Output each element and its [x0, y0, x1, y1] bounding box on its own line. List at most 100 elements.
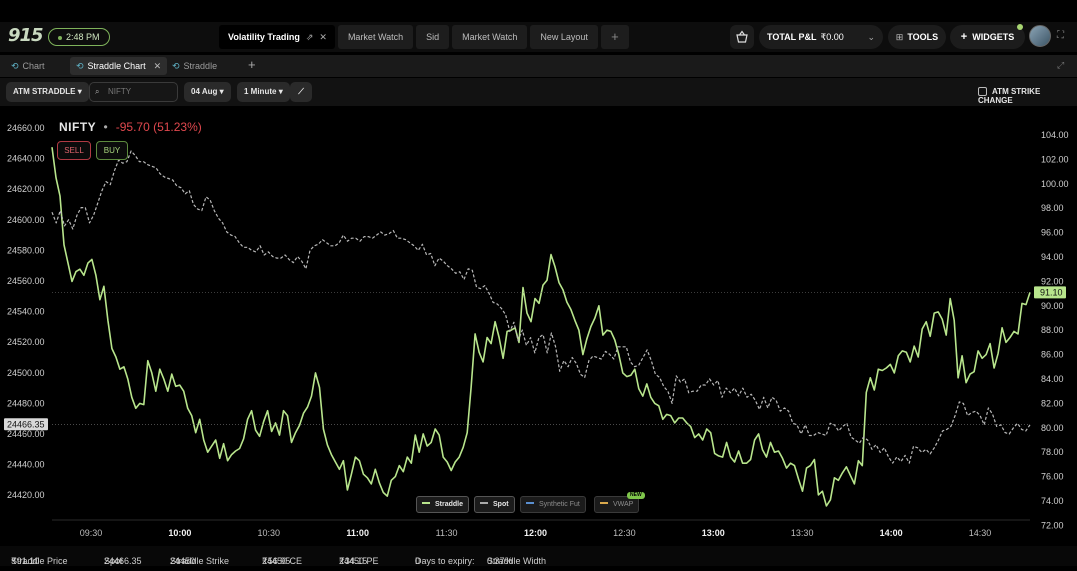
- stat-label: Straddle Price: [11, 556, 68, 566]
- tools-label: TOOLS: [907, 32, 939, 42]
- chart-canvas[interactable]: 24660.00 24640.00 24620.00 24600.00 24580.00…: [0, 106, 1077, 546]
- subtab-straddle-chart[interactable]: ⟲ Straddle Chart ✕: [70, 57, 168, 75]
- interval-label: 1 Minute: [244, 87, 277, 96]
- stat-label: 24450 CE: [262, 556, 303, 566]
- widgets-label: WIDGETS: [972, 32, 1015, 42]
- interval-dropdown[interactable]: 1 Minute ▾: [237, 82, 290, 102]
- tab-label: Volatility Trading: [228, 32, 300, 42]
- atm-label: ATM STRIKE CHANGE: [978, 87, 1041, 105]
- add-tab-button[interactable]: +: [600, 25, 629, 49]
- chart-change: -95.70 (51.23%): [115, 120, 202, 134]
- left-axis-tick-label: 24460.00: [7, 429, 45, 439]
- stat-label: Days to expiry:: [415, 556, 475, 566]
- right-axis-tick-label: 72.00: [1041, 520, 1064, 530]
- pnl-value: ₹0.00: [820, 32, 844, 42]
- vwap-swatch: [600, 502, 608, 504]
- basket-button[interactable]: [730, 25, 754, 49]
- stat-label: Spot: [104, 556, 123, 566]
- subtab-straddle[interactable]: ⟲ Straddle: [166, 57, 223, 75]
- subtab-label: Straddle: [183, 61, 218, 71]
- indicator-button[interactable]: ⟋: [290, 82, 312, 102]
- x-axis-tick-label: 12:00: [524, 528, 547, 538]
- grid-icon: ⊞: [895, 32, 904, 42]
- x-axis-tick-label: 09:30: [80, 528, 103, 538]
- right-axis-tick-label: 80.00: [1041, 423, 1064, 433]
- legend-spot[interactable]: Spot: [474, 496, 515, 513]
- checkbox[interactable]: [978, 87, 987, 96]
- ce-value: ₹56.95: [262, 556, 291, 566]
- add-subtab-button[interactable]: +: [248, 57, 256, 72]
- legend-straddle[interactable]: Straddle: [416, 496, 470, 513]
- left-axis-tick-label: 24420.00: [7, 490, 45, 500]
- close-icon[interactable]: ✕: [153, 61, 162, 71]
- chart-link-icon: ⟲: [11, 61, 19, 71]
- straddle-chart[interactable]: 24660.00 24640.00 24620.00 24600.00 24580.00…: [0, 106, 1077, 546]
- tab-sid[interactable]: Sid: [416, 25, 450, 49]
- right-axis-tick-label: 102.00: [1041, 154, 1069, 164]
- left-axis-tick-label: 24640.00: [7, 154, 45, 164]
- caret-down-icon: ▾: [77, 87, 82, 96]
- symbol-search-input[interactable]: ⌕ NIFTY: [89, 82, 178, 102]
- right-axis-tick-label: 98.00: [1041, 203, 1064, 213]
- avatar[interactable]: [1029, 25, 1051, 47]
- straddle-price-tag-label: 91.10: [1040, 287, 1063, 297]
- legend-synthetic-fut[interactable]: Synthetic Fut: [520, 496, 586, 513]
- total-pnl-dropdown[interactable]: TOTAL P&L ₹0.00 ⌄: [759, 25, 883, 49]
- expiry-label: 04 Aug: [191, 87, 218, 96]
- app-logo[interactable]: 915: [8, 25, 44, 46]
- right-axis-tick-label: 90.00: [1041, 301, 1064, 311]
- tools-button[interactable]: ⊞ TOOLS: [888, 25, 946, 49]
- market-clock: 2:48 PM: [48, 28, 110, 46]
- mode-label: ATM STRADDLE: [13, 87, 76, 96]
- synthetic-fut-swatch: [526, 502, 534, 504]
- tab-new-layout[interactable]: New Layout: [530, 25, 598, 49]
- expiry-dropdown[interactable]: 04 Aug ▾: [184, 82, 231, 102]
- spot-price-tag: [4, 418, 48, 431]
- expand-icon[interactable]: ⤢: [1057, 60, 1065, 70]
- stat-label: Straddle Width: [487, 556, 547, 566]
- sell-button[interactable]: SELL: [57, 141, 91, 160]
- tab-market-watch-2[interactable]: Market Watch: [452, 25, 528, 49]
- stat-label: 24450 PE: [339, 556, 379, 566]
- caret-down-icon: ▾: [219, 87, 224, 96]
- right-axis-tick-label: 76.00: [1041, 472, 1064, 482]
- widgets-button[interactable]: + WIDGETS: [950, 25, 1025, 49]
- legend-vwap[interactable]: VWAP: [594, 496, 640, 513]
- right-axis-tick-label: 82.00: [1041, 398, 1064, 408]
- close-icon[interactable]: ✕: [319, 32, 327, 42]
- trend-line-icon: ⟋: [298, 87, 304, 96]
- legend-label: VWAP: [613, 501, 634, 508]
- straddle-price-value: ₹91.10: [11, 556, 40, 566]
- x-axis-tick-label: 10:30: [258, 528, 281, 538]
- right-axis-tick-label: 86.00: [1041, 350, 1064, 360]
- new-badge: NEW: [627, 492, 645, 499]
- right-axis-tick-label: 96.00: [1041, 228, 1064, 238]
- separator-dot: •: [103, 120, 108, 134]
- x-axis-tick-label: 13:00: [702, 528, 725, 538]
- chart-header: NIFTY • -95.70 (51.23%): [59, 120, 202, 134]
- subtab-chart[interactable]: ⟲ Chart: [5, 57, 51, 75]
- x-axis-tick-label: 10:00: [168, 528, 191, 538]
- tab-volatility-trading[interactable]: Volatility Trading ⇗ ✕: [219, 25, 335, 49]
- straddle-series-line: [51, 147, 1031, 507]
- x-axis-tick-label: 13:30: [791, 528, 814, 538]
- mode-dropdown[interactable]: ATM STRADDLE ▾: [6, 82, 89, 102]
- x-axis-tick-label: 11:30: [436, 528, 458, 538]
- caret-down-icon: ▾: [278, 87, 283, 96]
- atm-strike-change-toggle[interactable]: ATM STRIKE CHANGE: [978, 87, 1077, 105]
- spot-price-tag-label: 24466.35: [7, 419, 45, 429]
- width-value: 0.37%: [487, 556, 513, 566]
- pnl-label: TOTAL P&L: [767, 32, 817, 42]
- stat-label: Straddle Strike: [170, 556, 230, 566]
- spot-swatch: [480, 502, 488, 504]
- buy-button[interactable]: BUY: [96, 141, 128, 160]
- fullscreen-icon[interactable]: ⛶: [1057, 30, 1064, 41]
- clock-time: 2:48 PM: [66, 32, 100, 42]
- right-axis-tick-label: 100.00: [1041, 179, 1069, 189]
- tab-market-watch[interactable]: Market Watch: [337, 25, 414, 49]
- search-icon: ⌕: [95, 87, 100, 96]
- straddle-swatch: [422, 502, 430, 504]
- share-icon[interactable]: ⇗: [305, 32, 314, 42]
- x-axis-tick-label: 14:30: [969, 528, 992, 538]
- left-axis-tick-label: 24440.00: [7, 460, 45, 470]
